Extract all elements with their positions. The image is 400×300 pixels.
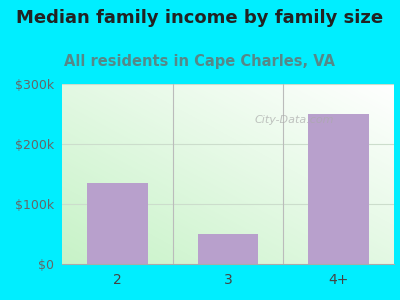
Bar (87, 183, 148, 264)
Text: Median family income by family size: Median family income by family size (16, 9, 384, 27)
Bar (308, 114, 369, 264)
Text: City-Data.com: City-Data.com (255, 115, 334, 125)
Text: All residents in Cape Charles, VA: All residents in Cape Charles, VA (64, 54, 336, 69)
Bar (198, 234, 258, 264)
